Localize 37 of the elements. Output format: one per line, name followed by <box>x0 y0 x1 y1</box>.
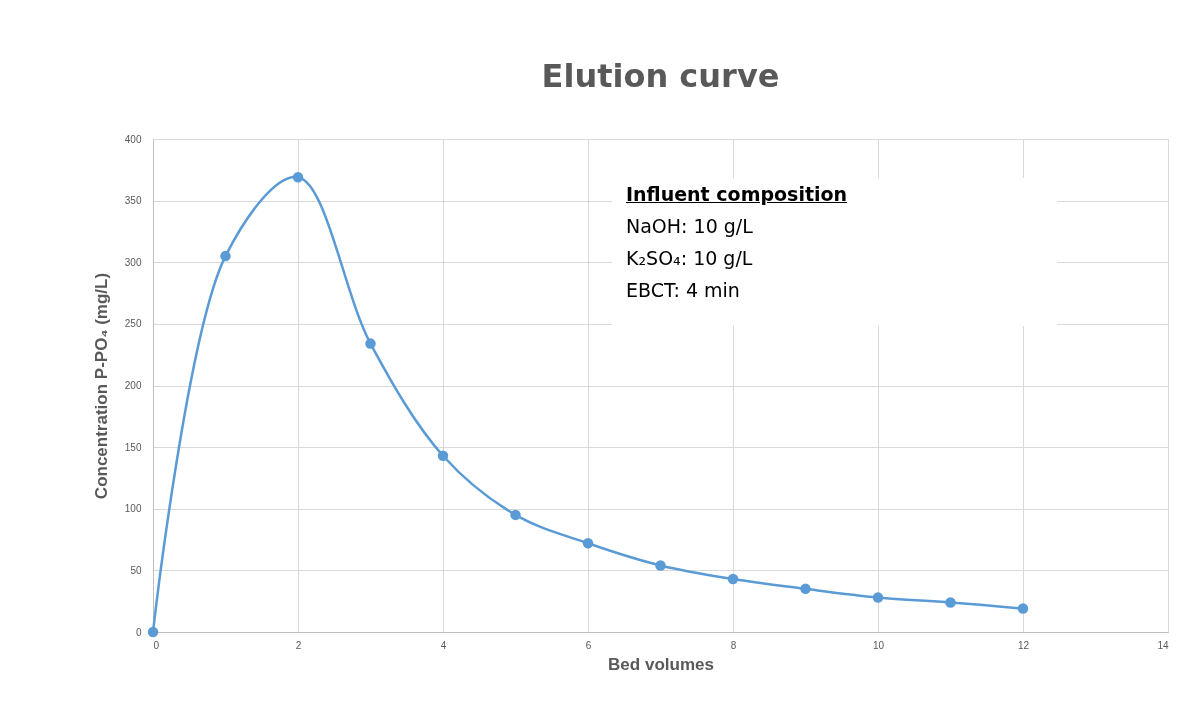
x-tick-label: 14 <box>1157 639 1169 651</box>
y-tick-label: 0 <box>135 626 142 638</box>
x-tick-label: 12 <box>1017 639 1030 651</box>
x-tick-label: 0 <box>153 639 160 651</box>
y-tick-label: 300 <box>124 256 142 268</box>
point <box>292 171 304 183</box>
point <box>582 538 594 549</box>
x-tick-label: 6 <box>585 639 592 651</box>
y-tick-label: 50 <box>130 564 142 576</box>
point <box>655 560 666 571</box>
x-tick-label: 2 <box>295 639 302 651</box>
point <box>800 583 811 595</box>
x-axis-title: Bed volumes <box>608 654 714 674</box>
annotation: EBCT: 4 min <box>626 278 741 303</box>
x-tick-label: 4 <box>440 639 447 651</box>
y-tick-label: 400 <box>124 133 142 145</box>
point <box>727 573 739 585</box>
x-tick-label: 10 <box>872 639 885 651</box>
y-tick-label: 250 <box>124 318 142 330</box>
x-tick-label: 8 <box>730 639 737 651</box>
point <box>365 338 376 349</box>
point <box>437 450 449 461</box>
y-tick-label: 200 <box>124 380 142 391</box>
chart-title: Elution curve <box>541 57 780 95</box>
point <box>945 597 956 608</box>
annotation: K₂SO₄: 10 g/L <box>626 246 754 271</box>
annotation: NaOH: 10 g/L <box>626 214 754 239</box>
y-tick-label: 100 <box>124 503 142 515</box>
y-axis-title: Concentration P-PO₄ (mg/L) <box>91 272 111 500</box>
point <box>220 250 231 262</box>
y-tick-label: 350 <box>124 195 142 207</box>
annotation: Influent composition <box>626 182 849 207</box>
point <box>1017 603 1029 614</box>
y-tick-label: 150 <box>124 441 142 453</box>
point <box>872 592 884 603</box>
point <box>510 509 521 521</box>
point <box>147 626 159 638</box>
